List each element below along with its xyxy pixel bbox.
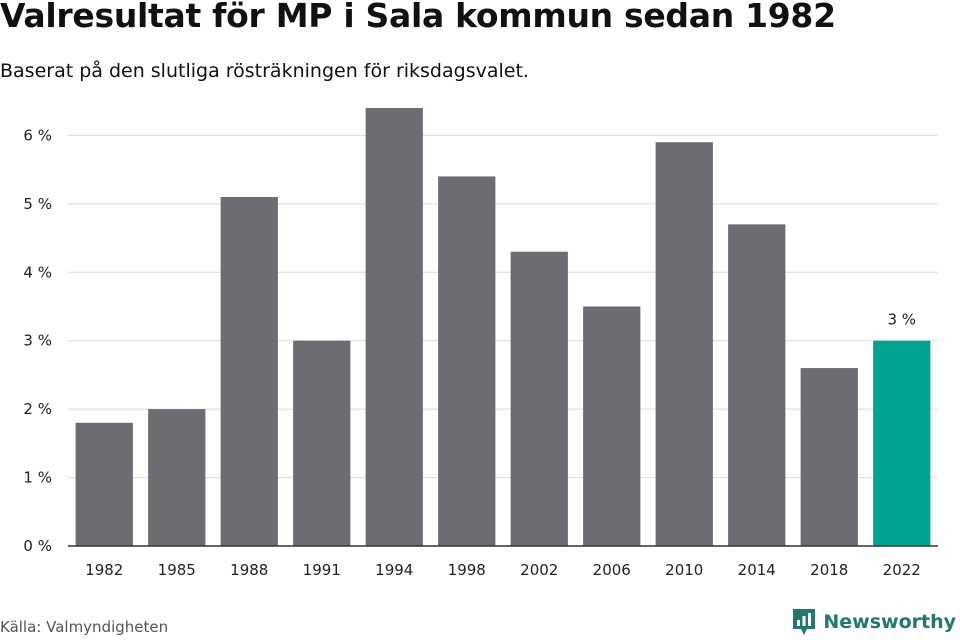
y-tick-label: 2 %: [23, 400, 52, 418]
chart-title: Valresultat för MP i Sala kommun sedan 1…: [0, 0, 836, 35]
bar-2010: [655, 142, 713, 546]
brand-name: Newsworthy: [823, 611, 956, 633]
y-tick-label: 6 %: [23, 126, 52, 144]
x-tick-label: 1991: [303, 561, 341, 579]
bar-2018: [800, 368, 858, 546]
bar-2022: [873, 340, 931, 546]
bar-1988: [220, 196, 278, 546]
source-note: Källa: Valmyndigheten: [0, 618, 169, 636]
x-tick-label: 2002: [520, 561, 558, 579]
chart-subtitle: Baserat på den slutliga rösträkningen fö…: [0, 60, 529, 82]
x-tick-label: 1988: [230, 561, 268, 579]
bar-1994: [365, 108, 423, 546]
x-tick-label: 1994: [375, 561, 413, 579]
bar-chart: 0 % 1 % 2 % 3 % 4 % 5 % 6 % 1982 1985 1988 1991 199…: [23, 108, 938, 579]
bar-1982: [75, 422, 133, 546]
bar-1991: [293, 340, 351, 546]
x-tick-label: 1985: [158, 561, 196, 579]
bar-1985: [148, 409, 206, 546]
y-tick-label: 3 %: [23, 332, 52, 350]
x-tick-label: 2010: [665, 561, 703, 579]
brand-logo[interactable]: Newsworthy: [791, 607, 956, 637]
x-tick-label: 1998: [448, 561, 486, 579]
bar-2002: [510, 251, 568, 546]
x-tick-label: 2006: [593, 561, 631, 579]
x-tick-label: 1982: [85, 561, 123, 579]
bar-2014: [728, 224, 786, 546]
y-tick-label: 1 %: [23, 469, 52, 487]
data-label-2022: 3 %: [887, 311, 916, 329]
newsworthy-logo-icon: [793, 609, 816, 635]
y-tick-label: 5 %: [23, 195, 52, 213]
x-tick-label: 2022: [883, 561, 921, 579]
x-tick-label: 2014: [738, 561, 776, 579]
bar-1998: [438, 176, 496, 546]
y-tick-label: 0 %: [23, 537, 52, 555]
y-tick-label: 4 %: [23, 263, 52, 281]
bar-2006: [583, 306, 641, 546]
x-tick-label: 2018: [810, 561, 848, 579]
